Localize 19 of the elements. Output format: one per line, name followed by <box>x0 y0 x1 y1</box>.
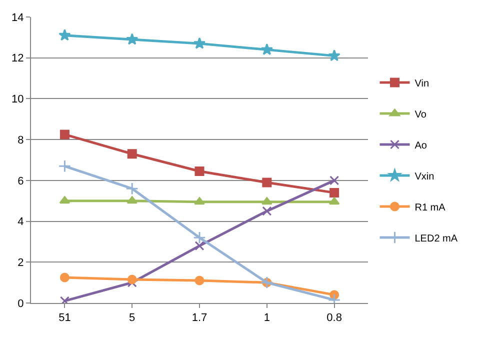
x-tick-label: 1 <box>264 312 270 324</box>
x-tick-label: 0.8 <box>326 312 342 324</box>
x-tick-label: 5 <box>129 312 136 324</box>
legend-label: Vxin <box>414 171 434 182</box>
y-tick-label: 10 <box>12 94 24 106</box>
y-tick-label: 8 <box>18 134 24 146</box>
x-tick-label: 1.7 <box>192 312 208 324</box>
legend-label: Vin <box>414 78 430 90</box>
x-tick-label: 51 <box>58 312 71 324</box>
legend-label: LED2 mA <box>414 233 458 244</box>
legend-label: Vo <box>414 109 427 120</box>
legend-label: Ao <box>414 140 428 152</box>
y-tick-label: 14 <box>12 12 24 24</box>
y-tick-label: 6 <box>18 175 24 188</box>
y-tick-label: 0 <box>18 298 24 310</box>
y-tick-label: 12 <box>12 52 24 65</box>
y-tick-label: 2 <box>18 256 24 269</box>
legend-label: R1 mA <box>414 202 446 214</box>
y-tick-label: 4 <box>18 216 24 228</box>
